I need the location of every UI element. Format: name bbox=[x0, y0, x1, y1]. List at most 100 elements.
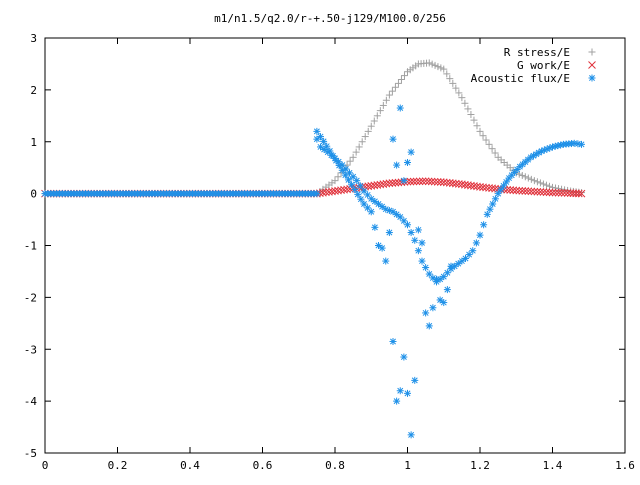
chart-title: m1/n1.5/q2.0/r-+.50-j129/M100.0/256 bbox=[214, 12, 446, 25]
data-point bbox=[379, 101, 387, 109]
legend-marker bbox=[588, 48, 596, 56]
data-point bbox=[385, 91, 393, 99]
data-point bbox=[539, 180, 547, 188]
x-tick-label: 0.4 bbox=[180, 459, 200, 472]
data-point bbox=[449, 79, 457, 87]
data-point bbox=[378, 244, 386, 252]
data-point bbox=[355, 143, 363, 151]
data-point bbox=[391, 83, 399, 91]
data-point bbox=[393, 210, 401, 218]
marks-layer bbox=[41, 59, 586, 439]
data-point bbox=[431, 61, 439, 69]
data-point bbox=[325, 188, 333, 196]
data-point bbox=[367, 122, 375, 130]
data-point bbox=[489, 200, 497, 208]
data-point bbox=[443, 70, 451, 78]
data-point bbox=[452, 84, 460, 92]
y-tick-label: -2 bbox=[24, 291, 37, 304]
y-tick-label: 3 bbox=[30, 32, 37, 45]
data-point bbox=[443, 269, 451, 277]
data-point bbox=[341, 171, 349, 179]
data-point bbox=[488, 145, 496, 153]
data-point bbox=[382, 96, 390, 104]
data-point bbox=[361, 133, 369, 141]
data-point bbox=[400, 217, 408, 225]
x-tick-label: 0.6 bbox=[253, 459, 273, 472]
legend-marker bbox=[588, 61, 596, 69]
data-point bbox=[533, 187, 542, 196]
data-point bbox=[376, 107, 384, 115]
data-point bbox=[389, 135, 397, 143]
data-point bbox=[428, 60, 436, 68]
data-point bbox=[404, 221, 411, 229]
data-point bbox=[373, 112, 381, 120]
data-point bbox=[375, 200, 382, 208]
data-point bbox=[393, 397, 401, 405]
data-point bbox=[542, 188, 551, 197]
data-point bbox=[568, 140, 576, 148]
data-point bbox=[411, 236, 419, 244]
data-point bbox=[334, 173, 342, 181]
data-point bbox=[436, 296, 444, 304]
data-point bbox=[467, 111, 475, 119]
data-point bbox=[407, 229, 415, 237]
data-point bbox=[348, 181, 356, 189]
data-point bbox=[433, 178, 442, 186]
data-point bbox=[465, 251, 473, 259]
data-point bbox=[563, 189, 572, 197]
data-point bbox=[317, 143, 324, 151]
data-point bbox=[423, 59, 431, 67]
data-point bbox=[470, 116, 478, 124]
data-point bbox=[429, 304, 437, 312]
data-point bbox=[412, 62, 420, 70]
data-point bbox=[346, 157, 354, 165]
x-tick-label: 0 bbox=[42, 459, 49, 472]
data-point bbox=[524, 156, 532, 164]
data-point bbox=[400, 72, 408, 80]
data-point bbox=[320, 137, 328, 145]
data-point bbox=[554, 188, 563, 197]
data-point bbox=[574, 189, 583, 198]
data-point bbox=[407, 148, 415, 156]
data-point bbox=[371, 197, 379, 205]
data-point bbox=[328, 179, 336, 187]
x-tick-label: 0.2 bbox=[108, 459, 128, 472]
data-point bbox=[418, 177, 427, 186]
data-point bbox=[344, 176, 352, 184]
data-point bbox=[389, 337, 397, 345]
data-point bbox=[458, 94, 466, 102]
data-point bbox=[437, 64, 445, 72]
data-point bbox=[329, 152, 337, 160]
data-point bbox=[443, 286, 451, 294]
x-tick-label: 1.6 bbox=[615, 459, 635, 472]
data-point bbox=[388, 87, 396, 95]
data-point bbox=[349, 173, 357, 181]
data-point bbox=[351, 186, 359, 194]
data-point bbox=[364, 191, 372, 199]
data-point bbox=[414, 226, 422, 234]
data-point bbox=[370, 117, 378, 125]
data-point bbox=[427, 177, 436, 186]
data-point bbox=[527, 175, 535, 183]
data-point bbox=[491, 195, 499, 203]
data-point bbox=[557, 141, 565, 149]
x-tick-label: 1.2 bbox=[470, 459, 490, 472]
x-tick-label: 0.8 bbox=[325, 459, 345, 472]
data-point bbox=[440, 65, 448, 73]
data-point bbox=[494, 190, 502, 198]
data-point bbox=[415, 177, 424, 186]
data-point bbox=[388, 179, 397, 187]
data-point bbox=[545, 188, 554, 197]
data-point bbox=[440, 299, 448, 307]
data-point bbox=[434, 63, 442, 71]
data-point bbox=[451, 262, 459, 270]
x-tick-label: 1.4 bbox=[543, 459, 563, 472]
data-point bbox=[535, 149, 543, 157]
data-point bbox=[396, 387, 404, 395]
data-point bbox=[407, 431, 415, 439]
data-point bbox=[509, 186, 518, 195]
data-point bbox=[486, 205, 494, 213]
data-point bbox=[356, 182, 364, 190]
